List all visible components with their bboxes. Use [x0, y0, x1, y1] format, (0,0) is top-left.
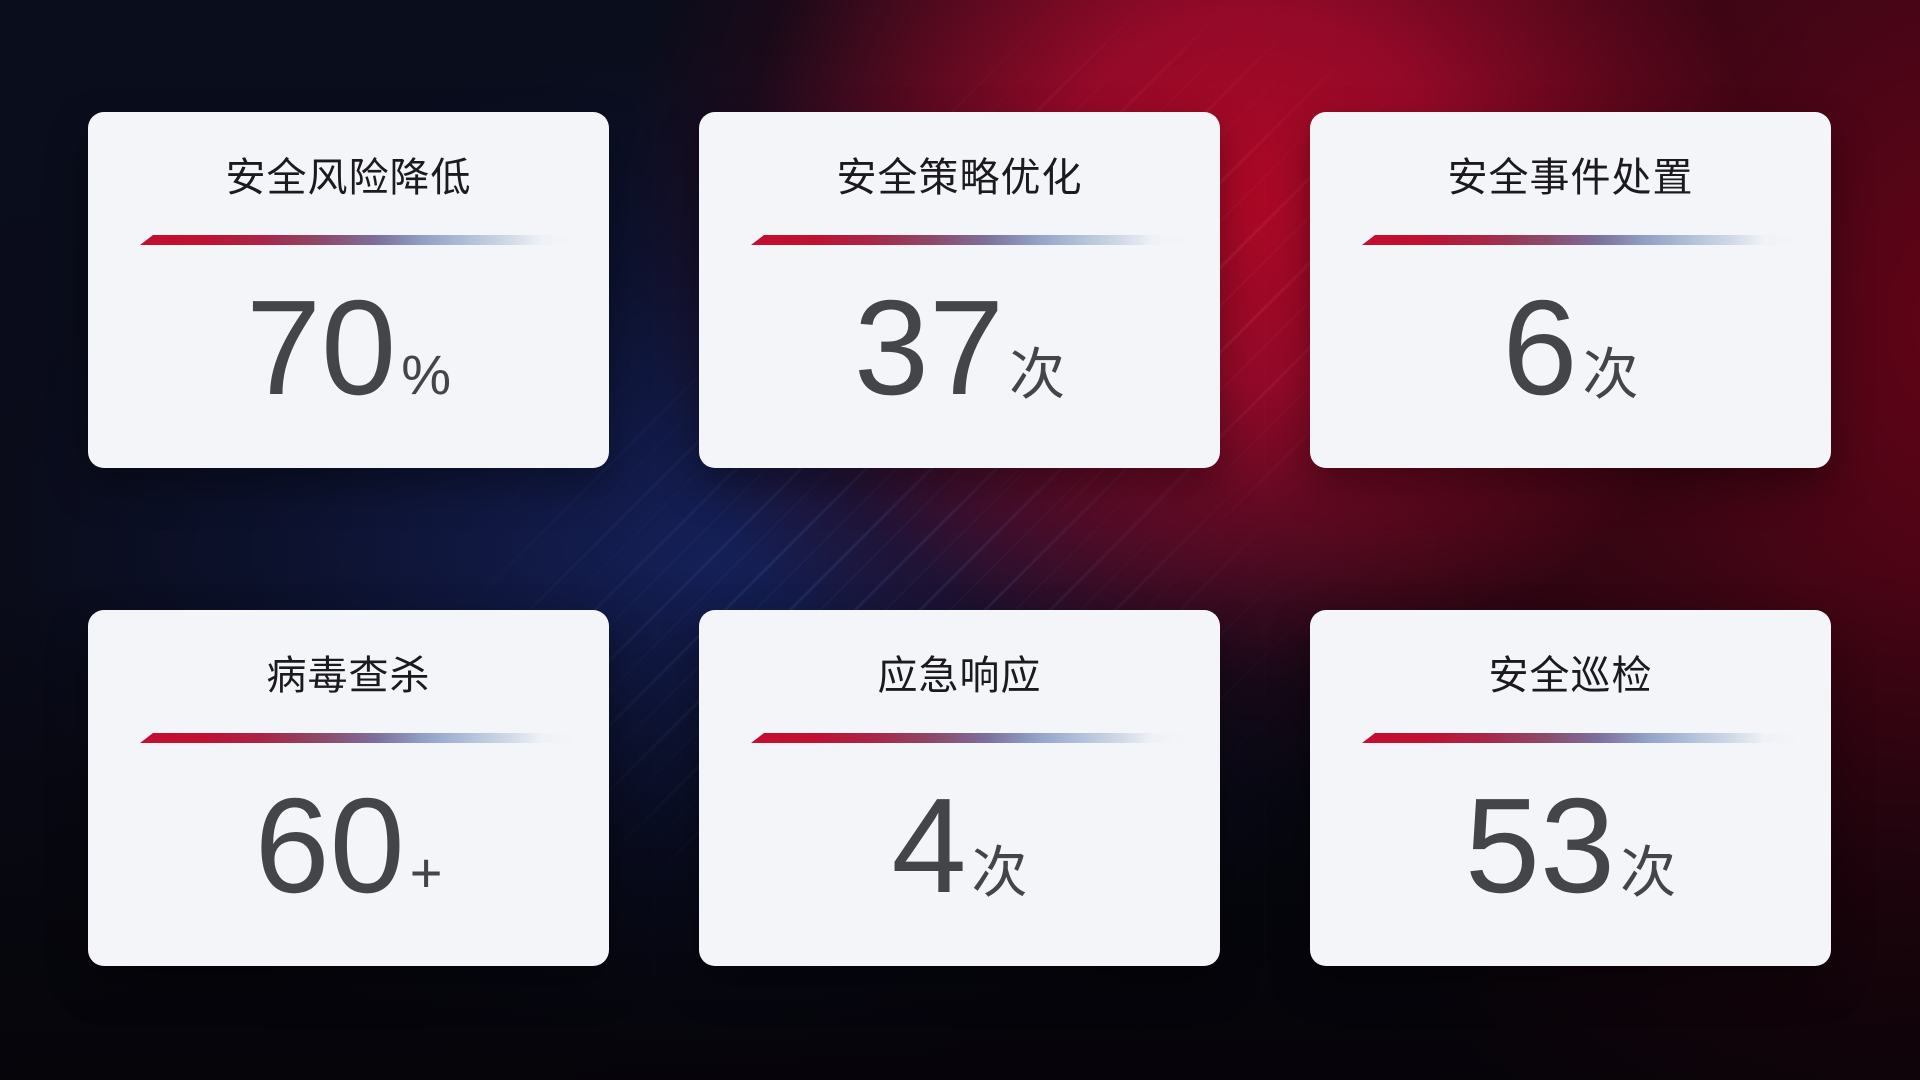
value-number: 37	[853, 272, 1005, 423]
value-number: 4	[891, 770, 967, 921]
card-title: 安全策略优化	[836, 156, 1083, 200]
value-number: 53	[1464, 770, 1616, 921]
value-number: 70	[246, 272, 397, 423]
card-title: 安全巡检	[1488, 654, 1653, 698]
value-unit: %	[401, 343, 451, 406]
stat-card-incident-handling: 安全事件处置 6次	[1310, 112, 1831, 468]
value-unit: +	[409, 841, 443, 904]
value-unit: 次	[971, 841, 1028, 904]
gradient-divider	[751, 235, 1188, 245]
value-unit: 次	[1582, 343, 1639, 406]
gradient-divider	[140, 235, 577, 245]
gradient-divider	[140, 733, 577, 743]
stat-card-security-risk-reduction: 安全风险降低 70%	[88, 112, 609, 468]
gradient-divider	[1362, 235, 1799, 245]
card-value: 53次	[1310, 778, 1831, 940]
card-value: 4次	[699, 778, 1220, 940]
card-title: 安全风险降低	[225, 156, 472, 200]
value-number: 6	[1502, 272, 1578, 423]
card-value: 60+	[88, 778, 609, 940]
card-value: 37次	[699, 280, 1220, 442]
value-number: 60	[254, 770, 405, 921]
stat-card-virus-scan: 病毒查杀 60+	[88, 610, 609, 966]
value-unit: 次	[1620, 841, 1677, 904]
card-title: 病毒查杀	[266, 654, 431, 698]
value-unit: 次	[1009, 343, 1066, 406]
gradient-divider	[751, 733, 1188, 743]
gradient-divider	[1362, 733, 1799, 743]
stat-card-emergency-response: 应急响应 4次	[699, 610, 1220, 966]
card-title: 应急响应	[877, 654, 1042, 698]
card-value: 70%	[88, 280, 609, 442]
card-value: 6次	[1310, 280, 1831, 442]
card-title: 安全事件处置	[1447, 156, 1694, 200]
stat-card-security-inspection: 安全巡检 53次	[1310, 610, 1831, 966]
stat-card-policy-optimization: 安全策略优化 37次	[699, 112, 1220, 468]
